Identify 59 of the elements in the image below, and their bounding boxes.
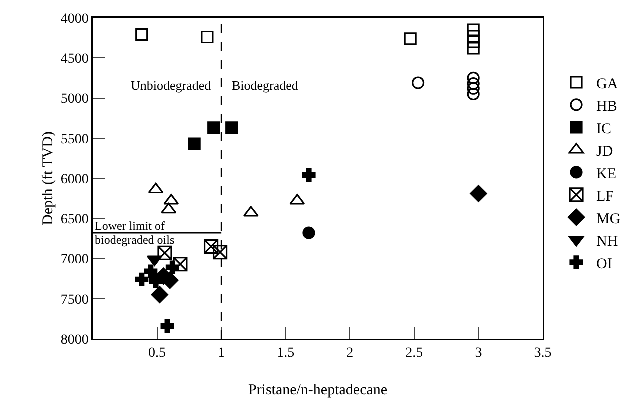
x-tick-label: 1.5 [277, 346, 295, 362]
point [467, 36, 480, 48]
x-tick-label: 2 [346, 346, 354, 362]
y-tick-label: 8000 [60, 332, 89, 348]
point [160, 319, 174, 333]
legend-label: KE [596, 166, 616, 182]
point [470, 185, 488, 202]
point [201, 30, 214, 44]
y-tick-label: 7500 [60, 292, 89, 308]
x-tick-label: 3 [475, 346, 482, 362]
legend-label: MG [596, 211, 621, 228]
point [158, 246, 172, 260]
point [404, 32, 417, 46]
point [204, 239, 219, 254]
point [467, 42, 480, 55]
legend-label: HB [596, 98, 618, 115]
x-tick-label: 3.5 [534, 346, 552, 362]
point [467, 82, 480, 95]
x-tick-label: 1 [218, 346, 226, 362]
point [412, 76, 425, 90]
point [302, 168, 316, 182]
y-tick-label: 4500 [60, 52, 89, 68]
point [136, 28, 148, 42]
y-axis-title: Depth (ft TVD) [40, 132, 57, 226]
y-tick-label: 6500 [60, 212, 89, 228]
y-tick-label: 5500 [60, 132, 89, 148]
point [173, 257, 188, 272]
y-tick-label: 5000 [60, 92, 89, 108]
x-axis-title: Pristane/n-heptadecane [248, 382, 388, 398]
annotation: Biodegraded [232, 78, 299, 93]
y-tick-label: 7000 [60, 252, 89, 268]
point [467, 78, 480, 90]
y-tick-label: 6000 [60, 172, 89, 188]
point [467, 88, 480, 101]
point [144, 264, 158, 278]
point [467, 72, 480, 84]
annotation: Unbiodegraded [131, 78, 212, 93]
legend-label: IC [596, 121, 612, 138]
point [467, 24, 480, 36]
point [166, 260, 180, 274]
legend-label: NH [596, 234, 618, 250]
y-tick-label: 4000 [60, 12, 89, 27]
point [226, 122, 238, 134]
legend-label: LF [596, 188, 614, 205]
point [208, 122, 220, 134]
legend-label: GA [596, 76, 618, 92]
ref-line-label: Lower limit of biodegraded oils [95, 219, 175, 247]
x-tick-label: 2.5 [406, 346, 424, 362]
point [151, 286, 168, 304]
point [135, 272, 149, 286]
legend-label: JD [596, 144, 614, 160]
point [467, 30, 480, 43]
x-tick-label: 0.5 [148, 346, 166, 362]
point [302, 226, 316, 240]
point [188, 138, 201, 150]
point [149, 274, 163, 288]
legend-label: OI [596, 256, 612, 272]
point [148, 182, 164, 194]
point [212, 245, 228, 260]
